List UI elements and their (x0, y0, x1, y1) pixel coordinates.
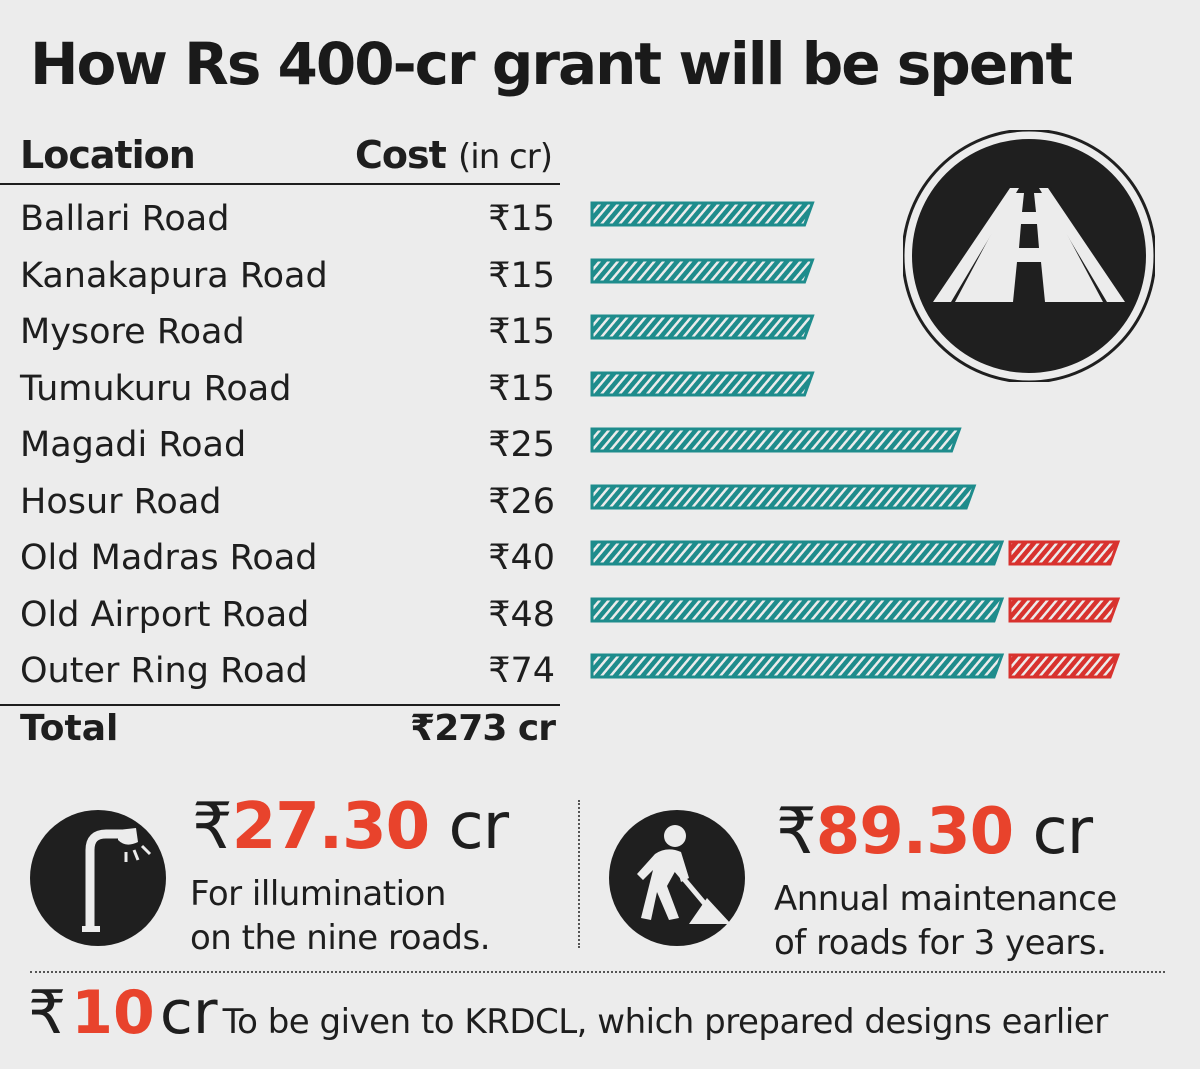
table-row: Mysore Road ₹15 (0, 306, 1200, 363)
cost-label: ₹15 (488, 255, 555, 296)
road-icon (903, 130, 1155, 382)
amount-unit: cr (1032, 795, 1093, 869)
cost-label: ₹48 (488, 594, 555, 635)
bar-mark (590, 427, 962, 453)
currency-symbol: ₹ (28, 978, 67, 1048)
maintenance-line-2: of roads for 3 years. (774, 923, 1107, 963)
illumination-amount: ₹27.30 cr (192, 790, 509, 864)
location-column-header: Location (20, 133, 196, 177)
maintenance-description: Annual maintenance of roads for 3 years. (774, 877, 1117, 965)
bar-mark (590, 540, 1121, 566)
bar-overflow-segment (1008, 597, 1121, 622)
bar-segment (590, 484, 977, 509)
table-row: Outer Ring Road ₹74 (0, 645, 1200, 702)
total-label: Total (20, 708, 119, 749)
location-label: Old Madras Road (20, 538, 318, 578)
amount-unit: cr (159, 978, 218, 1048)
horizontal-divider (30, 971, 1165, 973)
total-divider (0, 704, 560, 706)
location-label: Kanakapura Road (20, 255, 328, 296)
cost-label: ₹15 (488, 312, 555, 352)
cost-table: Ballari Road ₹15 Kanakapura Road ₹15 Mysor… (0, 193, 1200, 702)
maintenance-line-1: Annual maintenance (774, 879, 1117, 919)
krdcl-value: 10 (71, 978, 155, 1048)
cost-header-unit: (in cr) (457, 137, 553, 177)
vertical-divider (578, 800, 580, 948)
bar-segment (590, 653, 1005, 679)
table-row: Ballari Road ₹15 (0, 193, 1200, 250)
location-label: Hosur Road (20, 481, 222, 522)
cost-label: ₹40 (488, 538, 555, 578)
location-label: Mysore Road (20, 312, 245, 352)
bar-mark (590, 371, 815, 396)
bar-segment (590, 371, 815, 396)
cost-label: ₹26 (488, 481, 555, 522)
bar-mark (590, 258, 815, 283)
illumination-line-1: For illumination (190, 874, 446, 914)
location-label: Old Airport Road (20, 594, 310, 635)
krdcl-note: ₹ 10 cr To be given to KRDCL, which prep… (28, 978, 1108, 1048)
total-value: ₹273 cr (410, 708, 556, 749)
bar-segment (590, 201, 815, 227)
maintenance-amount: ₹89.30 cr (776, 795, 1093, 869)
cost-label: ₹74 (488, 651, 555, 691)
illumination-description: For illumination on the nine roads. (190, 872, 491, 960)
table-row: Hosur Road ₹26 (0, 476, 1200, 533)
location-label: Ballari Road (20, 199, 230, 239)
currency-symbol: ₹ (776, 795, 817, 869)
illumination-line-2: on the nine roads. (190, 918, 491, 958)
table-row: Magadi Road ₹25 (0, 419, 1200, 476)
table-row: Old Madras Road ₹40 (0, 532, 1200, 589)
location-label: Magadi Road (20, 425, 247, 465)
bar-overflow-segment (1008, 540, 1121, 566)
bar-mark (590, 314, 815, 340)
header-divider (0, 183, 560, 185)
bar-segment (590, 314, 815, 340)
location-label: Outer Ring Road (20, 651, 308, 691)
table-row: Old Airport Road ₹48 (0, 589, 1200, 646)
bar-segment (590, 540, 1005, 566)
illumination-value: 27.30 (231, 790, 430, 864)
cost-label: ₹15 (488, 199, 555, 239)
bar-segment (590, 258, 815, 283)
cost-header-label: Cost (354, 133, 447, 177)
road-worker-icon (609, 810, 745, 946)
street-lamp-icon (30, 810, 166, 946)
bar-segment (590, 427, 962, 453)
cost-label: ₹25 (488, 425, 555, 465)
location-label: Tumukuru Road (20, 368, 292, 409)
maintenance-value: 89.30 (815, 795, 1014, 869)
table-row: Tumukuru Road ₹15 (0, 363, 1200, 420)
currency-symbol: ₹ (192, 790, 233, 864)
bar-mark (590, 484, 977, 509)
bar-segment (590, 597, 1005, 622)
table-row: Kanakapura Road ₹15 (0, 250, 1200, 307)
bar-mark (590, 653, 1121, 679)
cost-label: ₹15 (488, 368, 555, 409)
krdcl-text: To be given to KRDCL, which prepared des… (222, 1002, 1109, 1042)
bar-mark (590, 201, 815, 227)
amount-unit: cr (448, 790, 509, 864)
cost-column-header: Cost (in cr) (354, 133, 553, 177)
bar-mark (590, 597, 1121, 622)
chart-title: How Rs 400-cr grant will be spent (30, 30, 1073, 98)
bar-overflow-segment (1008, 653, 1121, 679)
